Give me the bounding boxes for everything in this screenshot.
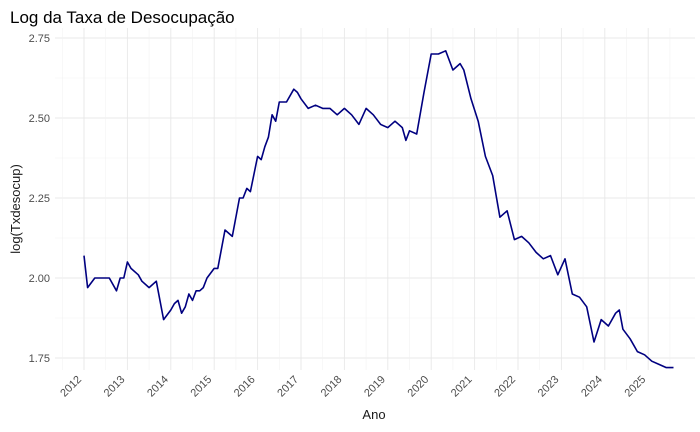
x-axis-ticks: 2012 2013 2014 2015 2016 2017 2018 2019 2020 2021… bbox=[58, 374, 648, 400]
x-axis-label: Ano bbox=[362, 407, 385, 422]
x-tick-label: 2016 bbox=[232, 374, 258, 400]
x-tick-label: 2023 bbox=[536, 374, 562, 400]
y-tick-label: 2.50 bbox=[29, 113, 50, 125]
x-tick-label: 2019 bbox=[362, 374, 388, 400]
series-line bbox=[83, 49, 674, 369]
y-tick-label: 2.75 bbox=[29, 33, 50, 45]
x-tick-label: 2025 bbox=[623, 374, 649, 400]
chart-title: Log da Taxa de Desocupação bbox=[10, 8, 235, 27]
x-tick-label: 2017 bbox=[275, 374, 301, 400]
series-group bbox=[83, 49, 674, 369]
x-tick-label: 2014 bbox=[145, 374, 171, 400]
y-tick-label: 1.75 bbox=[29, 353, 50, 365]
x-tick-label: 2020 bbox=[406, 374, 432, 400]
x-tick-label: 2022 bbox=[492, 374, 518, 400]
y-tick-label: 2.25 bbox=[29, 193, 50, 205]
grid bbox=[55, 28, 695, 370]
x-tick-label: 2024 bbox=[579, 374, 605, 400]
y-tick-label: 2.00 bbox=[29, 273, 50, 285]
y-axis-ticks: 1.75 2.00 2.25 2.50 2.75 bbox=[29, 33, 50, 365]
x-tick-label: 2012 bbox=[58, 374, 84, 400]
x-tick-label: 2018 bbox=[319, 374, 345, 400]
x-tick-label: 2021 bbox=[449, 374, 475, 400]
x-tick-label: 2013 bbox=[102, 374, 128, 400]
y-axis-label: log(Txdesocup) bbox=[8, 164, 23, 254]
x-tick-label: 2015 bbox=[189, 374, 215, 400]
